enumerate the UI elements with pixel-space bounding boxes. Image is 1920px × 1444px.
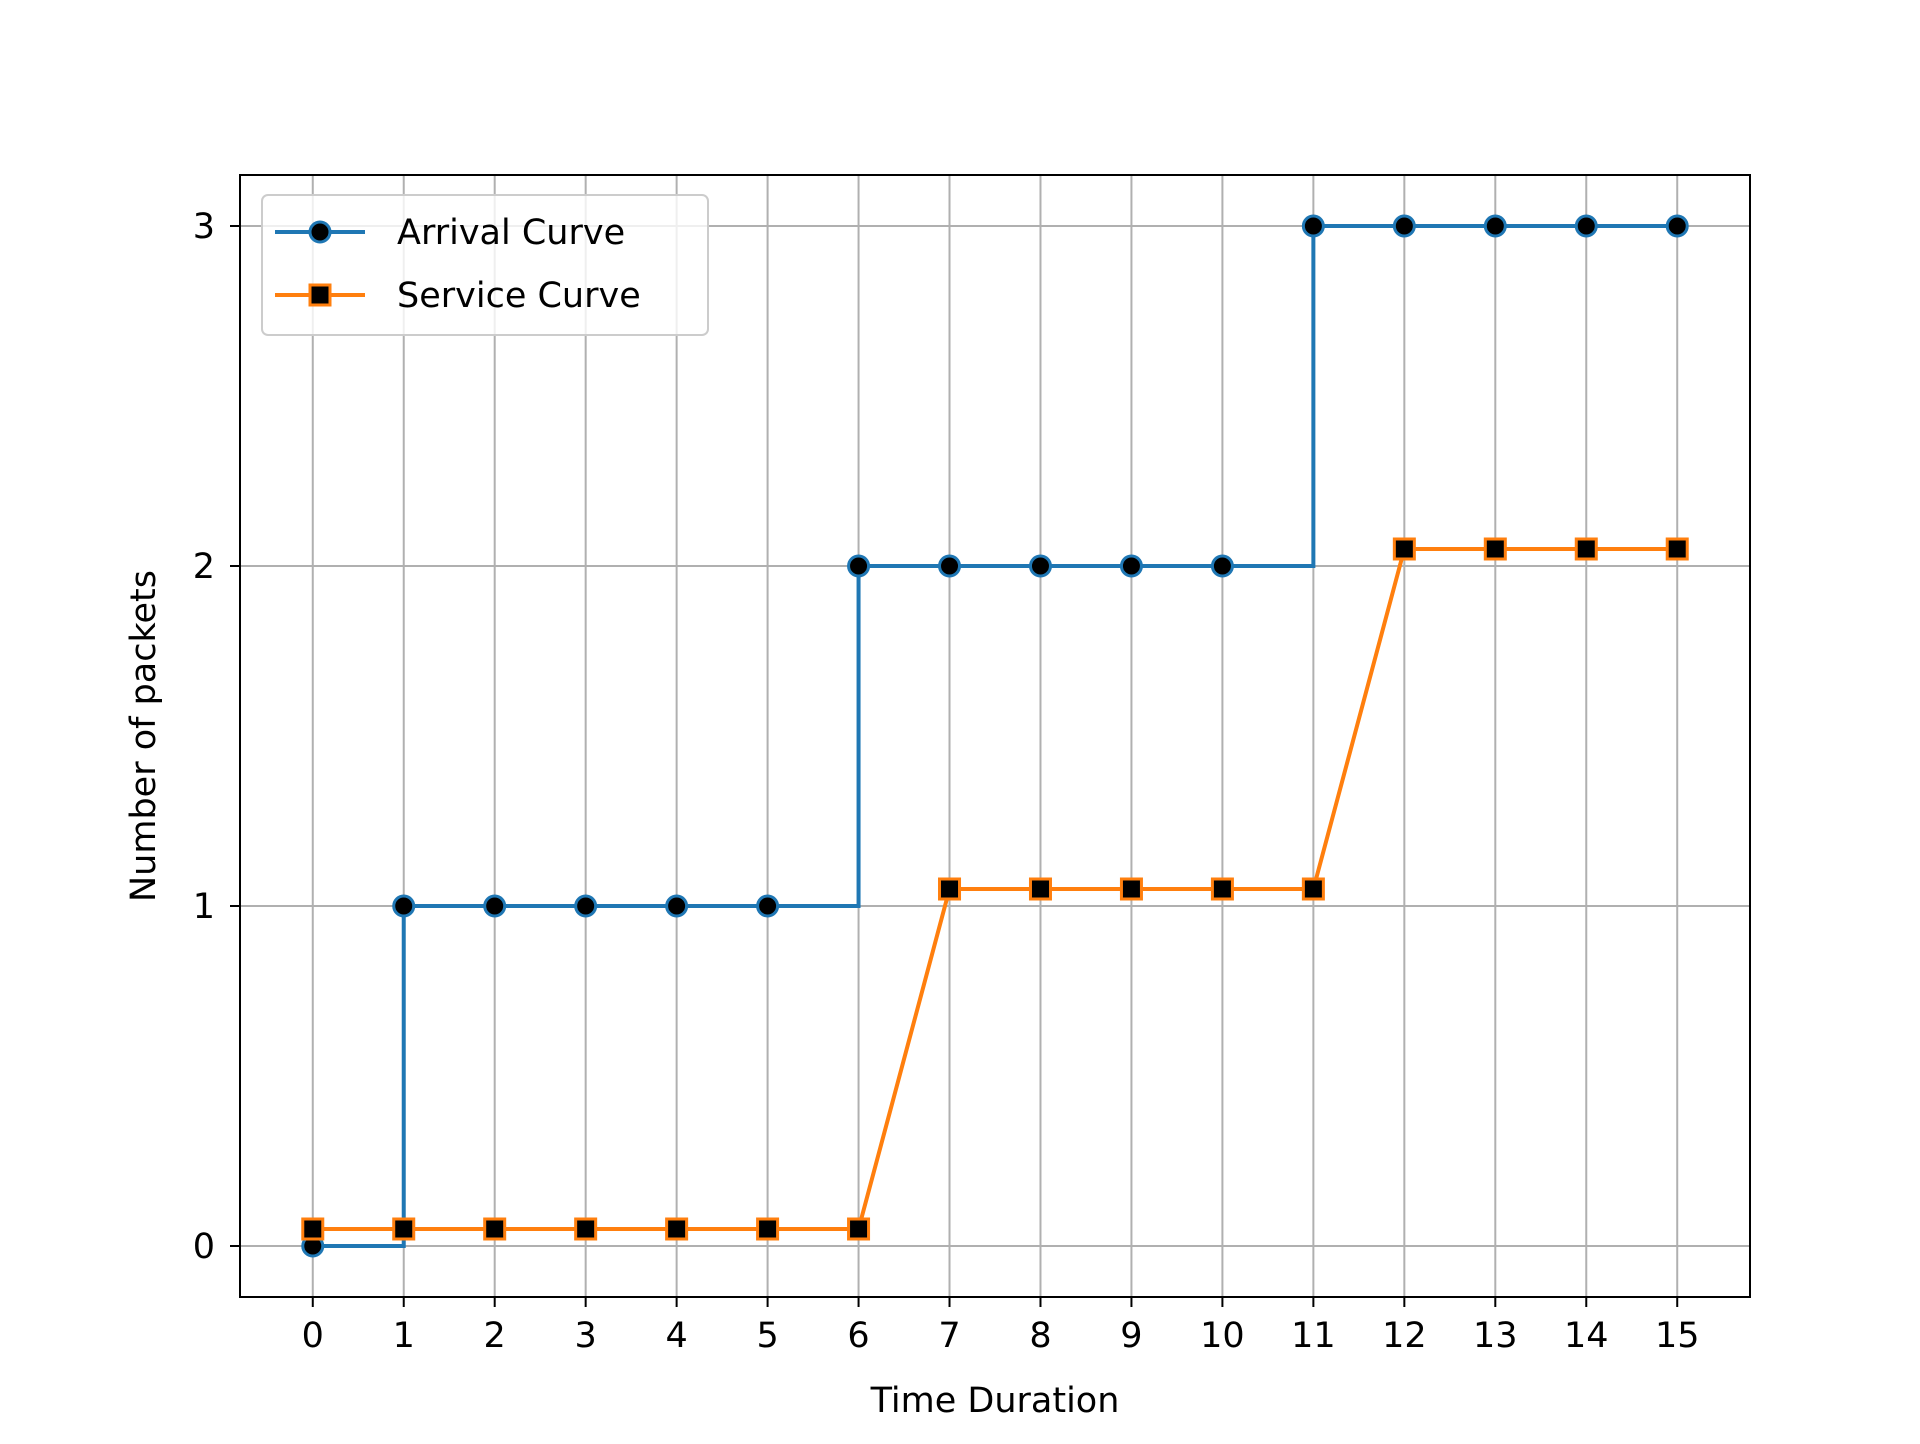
- series-service-curve: [301, 537, 1689, 1241]
- y-axis-label: Number of packets: [124, 570, 164, 902]
- data-point: [1574, 214, 1598, 238]
- data-point: [1392, 537, 1416, 561]
- legend: Arrival Curve Service Curve: [261, 194, 709, 336]
- data-point: [1119, 554, 1143, 578]
- grid: [240, 175, 1750, 1297]
- series-layer: [301, 214, 1689, 1258]
- x-tick-label: 13: [1473, 1316, 1518, 1356]
- y-tick-label: 0: [193, 1227, 215, 1267]
- y-tick-label: 1: [193, 887, 215, 927]
- legend-marker: [308, 220, 332, 244]
- y-tick-label: 2: [193, 547, 215, 587]
- x-tick-label: 9: [1120, 1316, 1142, 1356]
- data-point: [392, 894, 416, 918]
- data-point: [1210, 877, 1234, 901]
- y-tick-label: 3: [193, 207, 215, 247]
- data-point: [938, 554, 962, 578]
- data-point: [756, 894, 780, 918]
- x-tick-label: 15: [1655, 1316, 1700, 1356]
- x-tick-label: 8: [1029, 1316, 1051, 1356]
- x-tick-label: 12: [1382, 1316, 1427, 1356]
- x-tick-label: 10: [1200, 1316, 1245, 1356]
- data-point: [847, 554, 871, 578]
- x-axis-label: Time Duration: [870, 1381, 1120, 1421]
- data-point: [392, 1217, 416, 1241]
- x-tick-label: 4: [665, 1316, 687, 1356]
- data-point: [1483, 214, 1507, 238]
- data-point: [1301, 877, 1325, 901]
- legend-marker: [308, 283, 332, 307]
- legend-label: Arrival Curve: [397, 213, 625, 253]
- legend-item: Service Curve: [275, 276, 641, 316]
- data-point: [301, 1217, 325, 1241]
- data-point: [665, 1217, 689, 1241]
- data-point: [1392, 214, 1416, 238]
- x-tick-label: 14: [1564, 1316, 1609, 1356]
- data-point: [756, 1217, 780, 1241]
- data-point: [1119, 877, 1143, 901]
- legend-box: [261, 194, 709, 336]
- x-tick-label: 5: [756, 1316, 778, 1356]
- plot-frame: [239, 174, 1751, 1298]
- data-point: [1301, 214, 1325, 238]
- data-point: [665, 894, 689, 918]
- data-point: [938, 877, 962, 901]
- x-tick-label: 3: [575, 1316, 597, 1356]
- data-point: [1028, 877, 1052, 901]
- data-point: [574, 894, 598, 918]
- legend-label: Service Curve: [397, 276, 641, 316]
- data-point: [1210, 554, 1234, 578]
- data-point: [1574, 537, 1598, 561]
- data-point: [1483, 537, 1507, 561]
- x-tick-label: 1: [393, 1316, 415, 1356]
- series-line: [312, 224, 1678, 1248]
- data-point: [483, 894, 507, 918]
- data-point: [1665, 537, 1689, 561]
- data-point: [574, 1217, 598, 1241]
- x-tick-label: 6: [847, 1316, 869, 1356]
- data-point: [1028, 554, 1052, 578]
- x-tick-label: 0: [302, 1316, 324, 1356]
- series-line: [312, 547, 1678, 1231]
- legend-item: Arrival Curve: [275, 213, 625, 253]
- data-point: [1665, 214, 1689, 238]
- data-point: [483, 1217, 507, 1241]
- x-tick-label: 7: [938, 1316, 960, 1356]
- x-tick-label: 11: [1291, 1316, 1336, 1356]
- data-point: [847, 1217, 871, 1241]
- series-arrival-curve: [301, 214, 1689, 1258]
- x-tick-label: 2: [484, 1316, 506, 1356]
